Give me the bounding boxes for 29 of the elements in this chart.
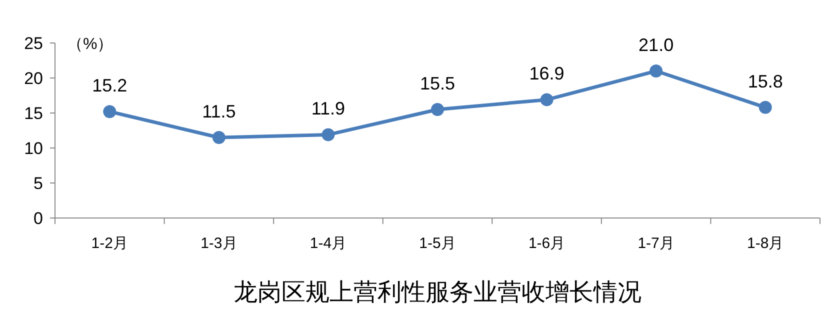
data-label: 21.0: [638, 35, 674, 55]
y-tick-label: 5: [34, 174, 43, 193]
data-label: 15.8: [748, 71, 783, 92]
point: [103, 105, 116, 118]
data-label: 15.5: [420, 74, 456, 94]
y-tick-label: 0: [34, 209, 43, 228]
text: 龙岗区规上营利性服务业营收增长情况: [234, 278, 642, 306]
point: [758, 100, 772, 114]
y-tick-label: 20: [24, 69, 43, 88]
x-tick-label: 1-5月: [419, 235, 456, 252]
y-axis-title: （%）: [67, 36, 114, 53]
point: [540, 93, 554, 106]
y-tick-label: 10: [24, 139, 43, 158]
point: [650, 64, 663, 78]
point: [322, 128, 335, 142]
data-label: 11.5: [202, 102, 236, 122]
x-tick-label: 1-3月: [200, 235, 238, 252]
data-label: 11.9: [311, 98, 346, 119]
x-tick-label: 1-7月: [638, 235, 674, 252]
data-label: 16.9: [529, 64, 564, 84]
x-tick-label: 1-8月: [747, 235, 784, 252]
x-tick-label: 1-4月: [310, 235, 347, 252]
data-label: 15.2: [92, 76, 128, 96]
x-tick-label: 1-6月: [528, 235, 566, 252]
y-tick-label: 25: [24, 34, 43, 53]
y-tick-label: 15: [24, 104, 43, 123]
point: [212, 131, 226, 144]
point: [431, 103, 444, 116]
x-tick-label: 1-2月: [91, 235, 128, 252]
